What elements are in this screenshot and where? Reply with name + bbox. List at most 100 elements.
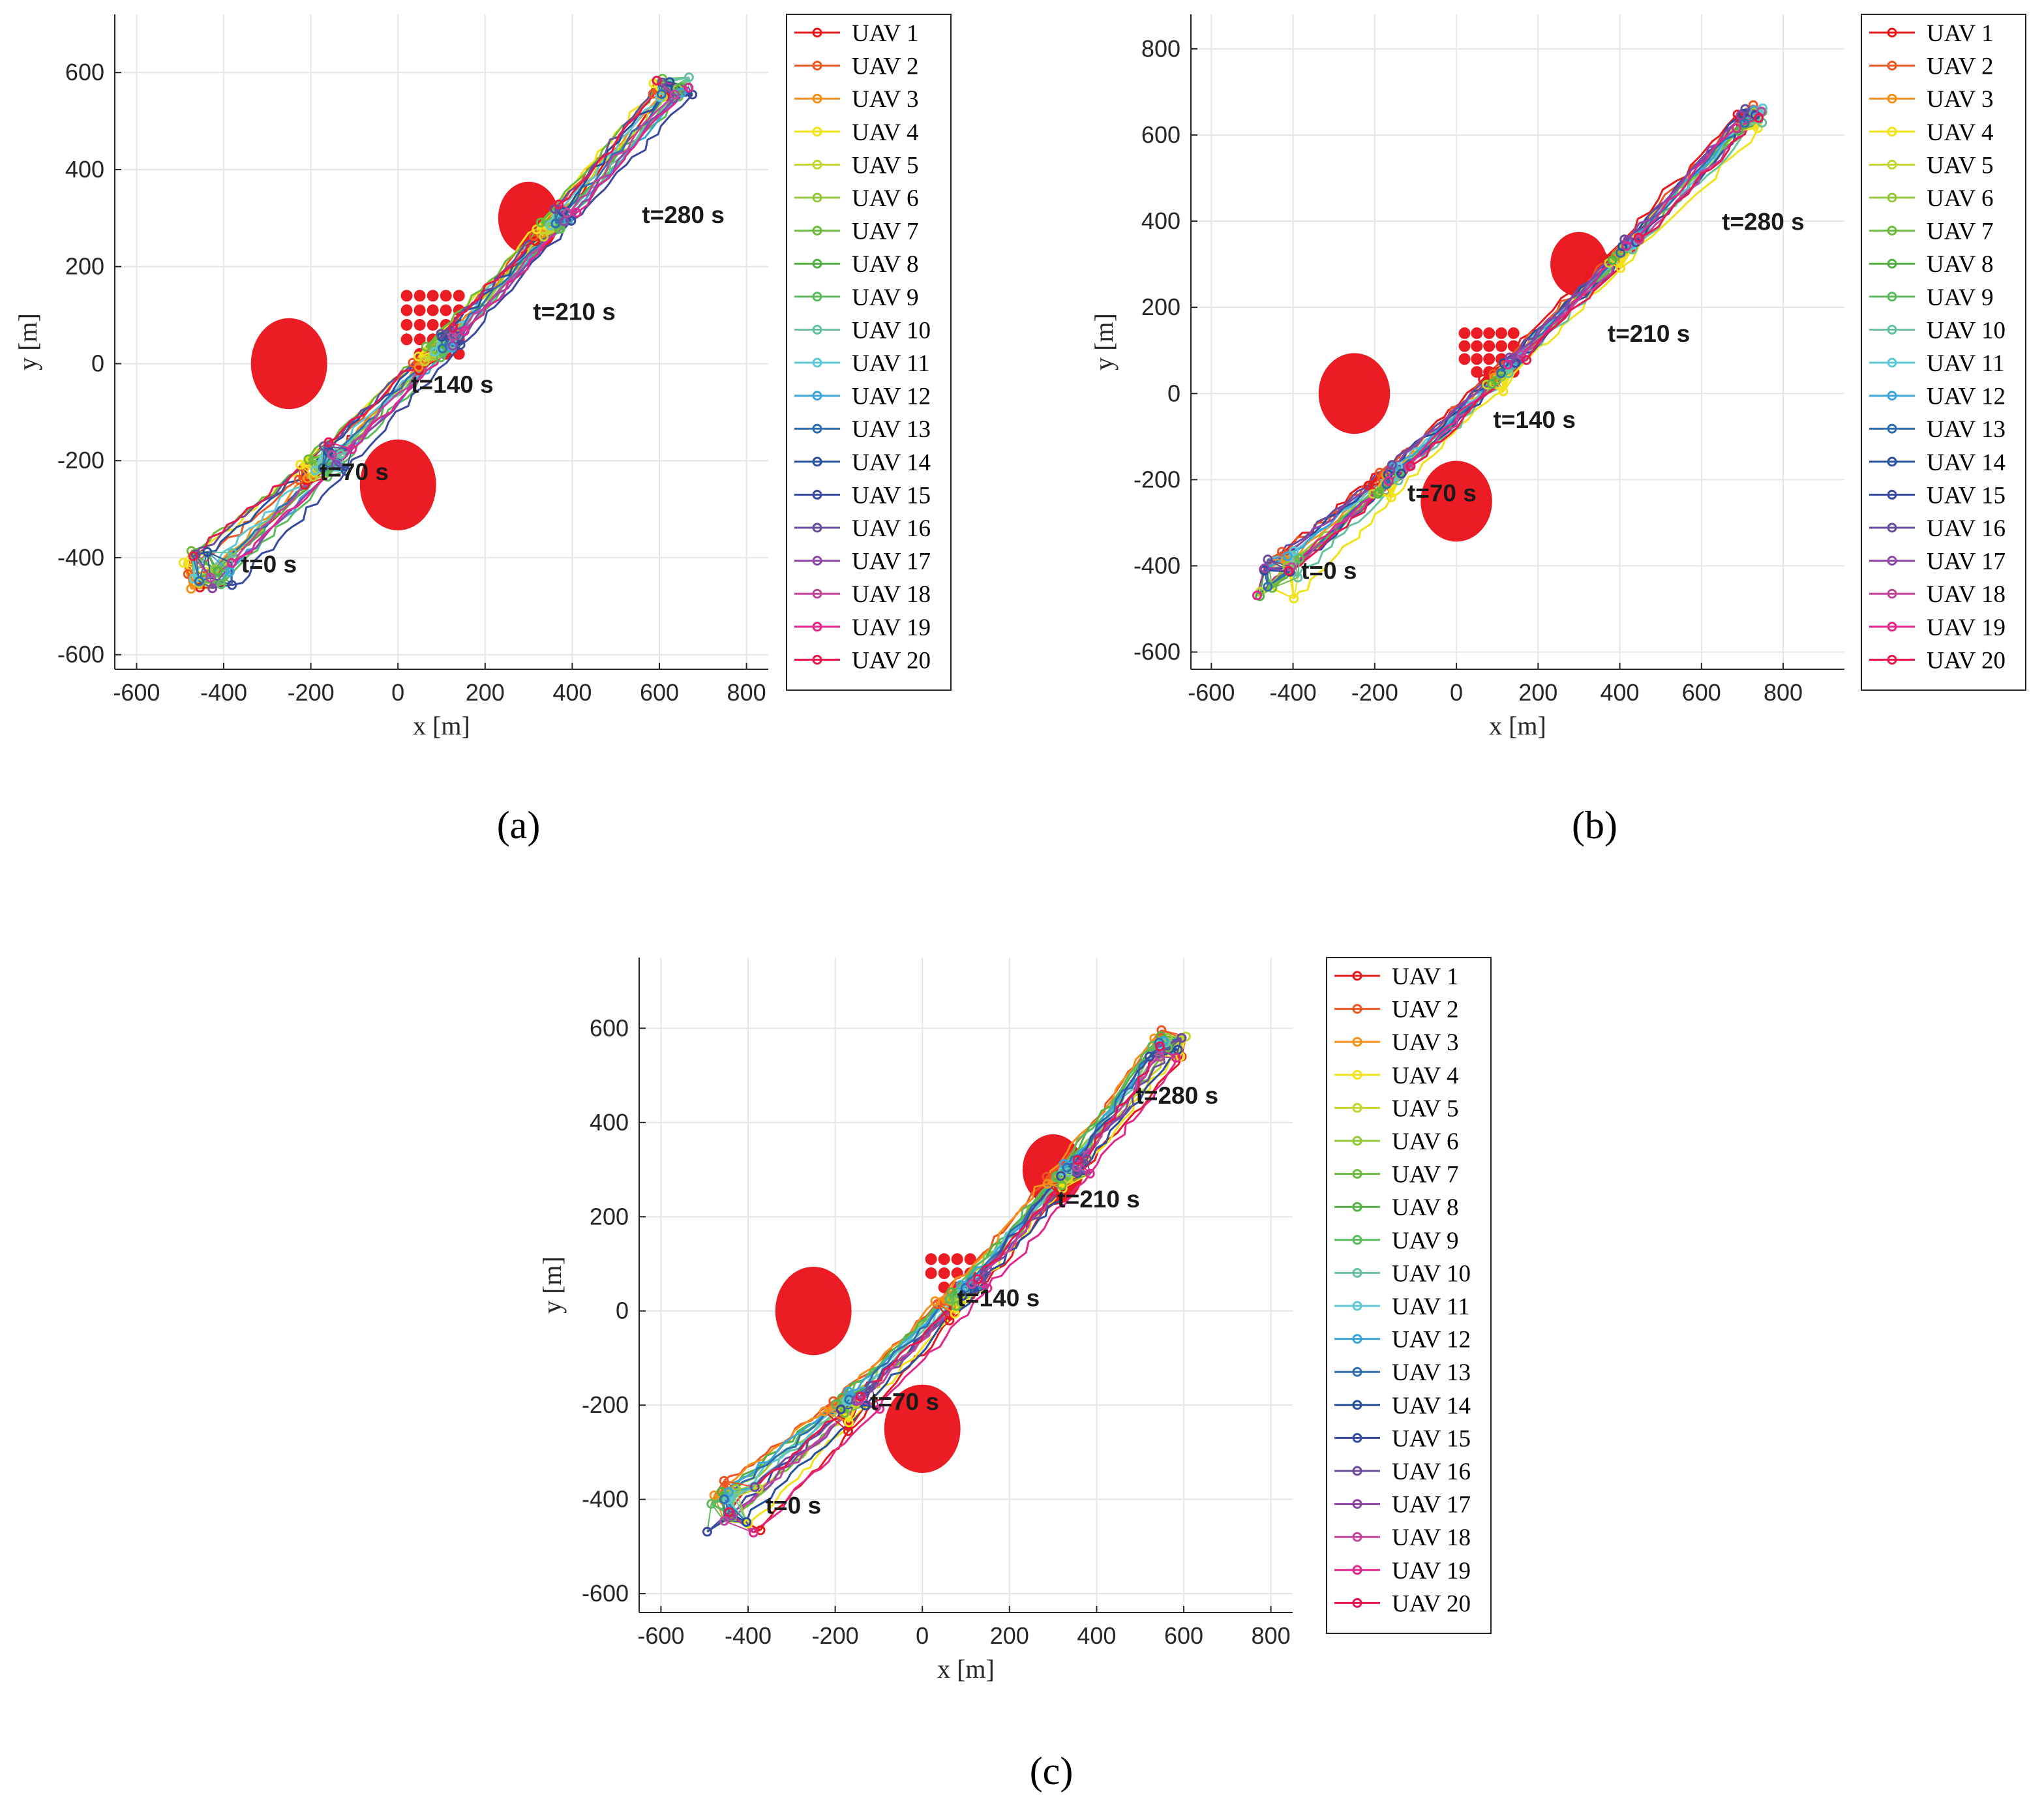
legend-label: UAV 13 [852, 416, 931, 443]
x-tick-label: 0 [1450, 679, 1463, 706]
legend-label: UAV 19 [852, 614, 931, 641]
legend-marker [1887, 27, 1897, 38]
legend-label: UAV 1 [1927, 20, 1993, 47]
legend-label: UAV 14 [1392, 1393, 1471, 1419]
uav-node [535, 217, 546, 228]
legend-marker [812, 588, 822, 599]
uav-node [1396, 468, 1407, 479]
uav-node [1383, 476, 1394, 487]
legend-label: UAV 5 [852, 152, 918, 179]
uav-node [562, 207, 573, 218]
obstacle-dot [1458, 353, 1471, 365]
uav-node [1372, 489, 1383, 499]
legend-label: UAV 12 [852, 384, 931, 410]
uav-node [1072, 1155, 1083, 1165]
uav-node [967, 1279, 977, 1289]
uav-node [447, 341, 458, 351]
legend-marker [1887, 258, 1897, 269]
legend-label: UAV 2 [1927, 53, 1993, 80]
legend-marker [1352, 1102, 1362, 1113]
plot-content [178, 72, 698, 594]
legend-label: UAV 3 [1392, 1029, 1458, 1056]
legend-marker [1887, 192, 1897, 203]
legend-marker [812, 292, 822, 302]
mesh-edge [424, 346, 427, 362]
uav-node [944, 1315, 955, 1325]
uav-node [1368, 489, 1378, 499]
uav-node [530, 235, 541, 246]
mesh-edge [1160, 1056, 1177, 1059]
mesh-edge [1086, 1159, 1091, 1174]
mesh-edge [688, 77, 693, 95]
legend-label: UAV 12 [1392, 1327, 1471, 1354]
y-tick-label: 0 [91, 350, 104, 376]
uav-node [843, 1417, 854, 1428]
uav-node [347, 444, 357, 455]
mesh-edge [729, 1511, 754, 1534]
legend-label: UAV 4 [1392, 1063, 1458, 1089]
obstacle-dot [1507, 327, 1520, 339]
legend-label: UAV 9 [1392, 1228, 1458, 1254]
legend-label: UAV 7 [852, 219, 918, 245]
y-tick-label: -400 [57, 544, 104, 571]
uav-node [1051, 1172, 1061, 1183]
legend-label: UAV 7 [1392, 1162, 1458, 1188]
uav-node [1363, 480, 1374, 491]
x-tick-label: 800 [1252, 1622, 1291, 1649]
uav-node [724, 1487, 734, 1498]
uav-node [188, 551, 198, 562]
uav-node [1740, 104, 1751, 114]
uav-node [413, 352, 424, 362]
uav-node [1289, 594, 1299, 604]
y-tick-label: -200 [582, 1391, 629, 1418]
legend-marker [1887, 457, 1897, 467]
uav-node [1063, 1167, 1074, 1177]
x-tick-label: 0 [391, 679, 404, 706]
x-tick-label: -400 [725, 1622, 772, 1649]
legend-marker [1887, 324, 1897, 335]
uav-node [957, 1291, 968, 1301]
uav-node [1503, 359, 1513, 370]
legend-label: UAV 4 [1927, 119, 1993, 146]
legend-marker [1352, 1169, 1362, 1179]
uav-node [684, 72, 694, 82]
uav-node [1072, 1162, 1082, 1172]
legend-label: UAV 17 [852, 549, 931, 575]
uav-node [1267, 583, 1278, 593]
uav-node [865, 1381, 876, 1391]
x-tick-label: -200 [288, 679, 335, 706]
uav-node [719, 1494, 729, 1504]
y-tick-label: 0 [1167, 380, 1180, 406]
uav-node [205, 573, 216, 583]
uav-node [1056, 1171, 1066, 1181]
x-tick-label: 800 [1764, 679, 1803, 706]
mesh-edge [299, 464, 314, 477]
uav-node [1284, 566, 1294, 576]
obstacle-dot [400, 290, 413, 302]
obstacle-dot [1495, 340, 1507, 352]
uav-node [656, 89, 667, 99]
obstacle-dot [427, 318, 439, 331]
uav-node [1057, 1180, 1067, 1190]
uav-node [1736, 110, 1746, 121]
x-tick-label: -600 [113, 679, 160, 706]
uav-node [1252, 590, 1262, 601]
uav-node [1156, 1025, 1167, 1035]
time-annotation: t=0 s [1301, 557, 1357, 584]
x-tick-label: -400 [200, 679, 247, 706]
uav-node [216, 579, 226, 590]
uav-node [539, 232, 549, 242]
obstacle-circle [1318, 353, 1390, 434]
legend-label: UAV 15 [1392, 1425, 1471, 1452]
legend-marker [1352, 1367, 1362, 1377]
mesh-edge [1256, 586, 1269, 596]
legend-box [786, 14, 952, 691]
mesh-edge [453, 327, 465, 332]
uav-node [1732, 123, 1742, 133]
mesh-edge [860, 1385, 871, 1397]
x-axis-label: x [m] [1489, 711, 1546, 740]
mesh-edge [1495, 380, 1504, 392]
obstacle-circle [775, 1267, 852, 1355]
uav-node [835, 1404, 846, 1415]
uav-node [545, 220, 555, 230]
